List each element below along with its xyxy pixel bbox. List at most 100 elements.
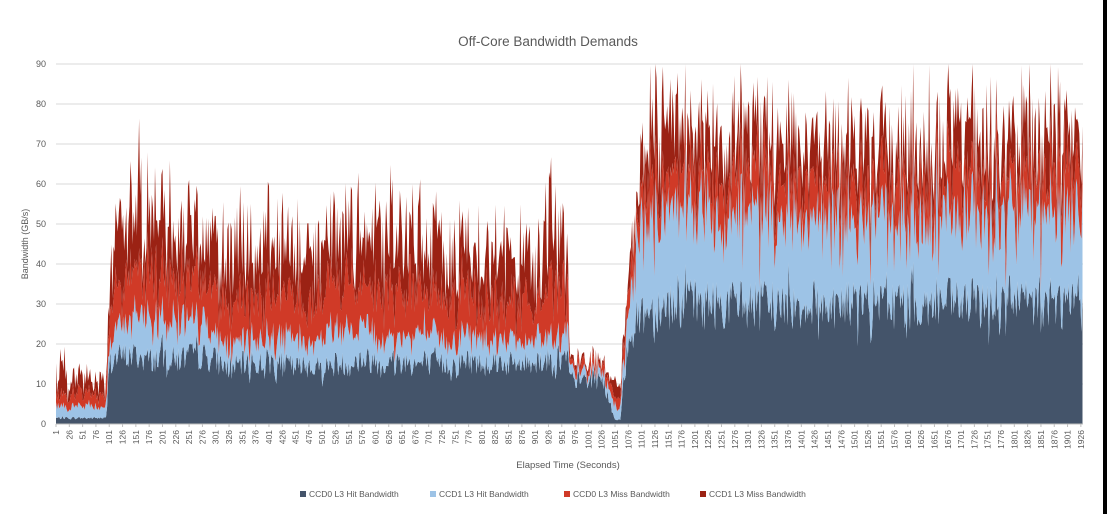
y-tick-label: 70 bbox=[36, 139, 46, 149]
x-tick-label: 876 bbox=[517, 430, 527, 444]
legend-item: CCD1 L3 Miss Bandwidth bbox=[700, 489, 806, 499]
x-tick-label: 701 bbox=[424, 430, 434, 444]
y-tick-label: 80 bbox=[36, 99, 46, 109]
x-tick-label: 151 bbox=[131, 430, 141, 444]
x-tick-label: 901 bbox=[530, 430, 540, 444]
x-tick-label: 51 bbox=[78, 430, 88, 440]
x-tick-label: 451 bbox=[291, 430, 301, 444]
x-tick-label: 1826 bbox=[1023, 430, 1033, 449]
x-tick-label: 26 bbox=[64, 430, 74, 440]
x-tick-label: 1726 bbox=[969, 430, 979, 449]
x-tick-label: 1501 bbox=[850, 430, 860, 449]
legend-item: CCD1 L3 Hit Bandwidth bbox=[430, 489, 529, 499]
plot-area bbox=[56, 64, 1083, 424]
x-tick-label: 851 bbox=[504, 430, 514, 444]
x-tick-label: 426 bbox=[277, 430, 287, 444]
x-tick-label: 1701 bbox=[956, 430, 966, 449]
x-tick-label: 601 bbox=[370, 430, 380, 444]
x-tick-label: 1751 bbox=[983, 430, 993, 449]
legend-label: CCD1 L3 Miss Bandwidth bbox=[709, 489, 806, 499]
x-tick-label: 1 bbox=[51, 430, 61, 435]
legend-item: CCD0 L3 Miss Bandwidth bbox=[564, 489, 670, 499]
x-tick-label: 551 bbox=[344, 430, 354, 444]
x-tick-label: 1126 bbox=[650, 430, 660, 449]
x-tick-label: 201 bbox=[157, 430, 167, 444]
x-tick-label: 1251 bbox=[717, 430, 727, 449]
y-tick-label: 40 bbox=[36, 259, 46, 269]
x-tick-label: 1351 bbox=[770, 430, 780, 449]
x-tick-label: 726 bbox=[437, 430, 447, 444]
legend-label: CCD1 L3 Hit Bandwidth bbox=[439, 489, 529, 499]
x-tick-label: 101 bbox=[104, 430, 114, 444]
x-tick-label: 576 bbox=[357, 430, 367, 444]
x-axis-title: Elapsed Time (Seconds) bbox=[516, 460, 620, 471]
x-tick-label: 1226 bbox=[703, 430, 713, 449]
right-edge-border bbox=[1103, 0, 1107, 514]
x-tick-label: 626 bbox=[384, 430, 394, 444]
x-tick-label: 351 bbox=[237, 430, 247, 444]
x-axis-tick-labels: 1 26 51 76 101 126 151 176 201 226 251 276 301 326 351… bbox=[51, 424, 1086, 449]
x-tick-label: 1401 bbox=[796, 430, 806, 449]
legend-label: CCD0 L3 Hit Bandwidth bbox=[309, 489, 399, 499]
x-tick-label: 1551 bbox=[876, 430, 886, 449]
x-tick-label: 1101 bbox=[637, 430, 647, 449]
x-tick-label: 176 bbox=[144, 430, 154, 444]
x-tick-label: 1576 bbox=[890, 430, 900, 449]
series-area-2 bbox=[56, 143, 1083, 421]
x-tick-label: 476 bbox=[304, 430, 314, 444]
x-tick-label: 1326 bbox=[756, 430, 766, 449]
x-tick-label: 1076 bbox=[623, 430, 633, 449]
x-tick-label: 1526 bbox=[863, 430, 873, 449]
x-tick-label: 1301 bbox=[743, 430, 753, 449]
x-tick-label: 1201 bbox=[690, 430, 700, 449]
x-tick-label: 301 bbox=[211, 430, 221, 444]
legend: CCD0 L3 Hit Bandwidth CCD1 L3 Hit Bandwid… bbox=[300, 489, 806, 499]
x-tick-label: 1276 bbox=[730, 430, 740, 449]
x-tick-label: 776 bbox=[464, 430, 474, 444]
y-tick-label: 10 bbox=[36, 379, 46, 389]
x-tick-label: 226 bbox=[171, 430, 181, 444]
series-area-1 bbox=[56, 261, 1083, 424]
x-tick-label: 751 bbox=[450, 430, 460, 444]
x-tick-label: 1176 bbox=[677, 430, 687, 449]
x-tick-label: 76 bbox=[91, 430, 101, 440]
x-tick-label: 1476 bbox=[836, 430, 846, 449]
legend-swatch bbox=[564, 491, 570, 497]
x-tick-label: 251 bbox=[184, 430, 194, 444]
x-tick-label: 1051 bbox=[610, 430, 620, 449]
x-tick-label: 1151 bbox=[663, 430, 673, 449]
x-tick-label: 1851 bbox=[1036, 430, 1046, 449]
x-tick-label: 501 bbox=[317, 430, 327, 444]
x-tick-label: 951 bbox=[557, 430, 567, 444]
x-tick-label: 1376 bbox=[783, 430, 793, 449]
series-area-3 bbox=[56, 100, 1083, 412]
y-tick-label: 0 bbox=[41, 419, 46, 429]
x-tick-label: 1926 bbox=[1076, 430, 1086, 449]
chart-title: Off-Core Bandwidth Demands bbox=[458, 34, 638, 49]
series-area-4 bbox=[56, 64, 1083, 405]
legend-item: CCD0 L3 Hit Bandwidth bbox=[300, 489, 399, 499]
x-tick-label: 926 bbox=[543, 430, 553, 444]
y-axis-title: Bandwidth (GB/s) bbox=[20, 209, 30, 280]
legend-label: CCD0 L3 Miss Bandwidth bbox=[573, 489, 670, 499]
y-tick-label: 60 bbox=[36, 179, 46, 189]
x-tick-label: 976 bbox=[570, 430, 580, 444]
x-tick-label: 651 bbox=[397, 430, 407, 444]
legend-swatch bbox=[430, 491, 436, 497]
x-tick-label: 1801 bbox=[1009, 430, 1019, 449]
y-tick-label: 90 bbox=[36, 59, 46, 69]
y-tick-label: 20 bbox=[36, 339, 46, 349]
x-tick-label: 401 bbox=[264, 430, 274, 444]
x-tick-label: 801 bbox=[477, 430, 487, 444]
x-tick-label: 376 bbox=[251, 430, 261, 444]
x-tick-label: 1876 bbox=[1049, 430, 1059, 449]
x-tick-label: 1626 bbox=[916, 430, 926, 449]
y-axis-tick-labels: 0 10 20 30 40 50 60 70 80 90 bbox=[36, 59, 46, 429]
legend-swatch bbox=[300, 491, 306, 497]
x-tick-label: 1001 bbox=[583, 430, 593, 449]
y-tick-label: 50 bbox=[36, 219, 46, 229]
x-tick-label: 1776 bbox=[996, 430, 1006, 449]
x-tick-label: 1601 bbox=[903, 430, 913, 449]
x-tick-label: 676 bbox=[410, 430, 420, 444]
